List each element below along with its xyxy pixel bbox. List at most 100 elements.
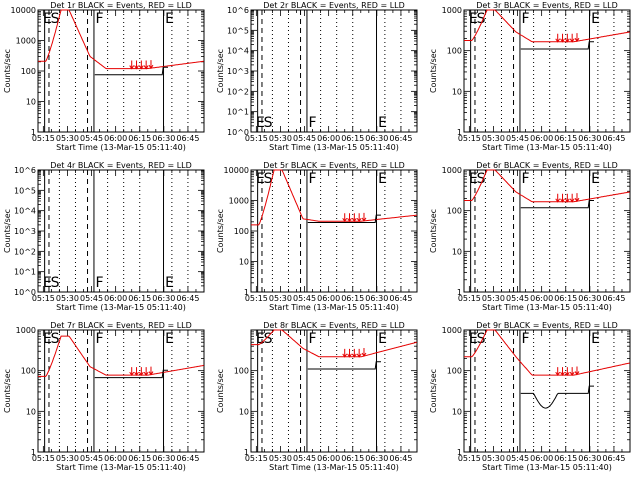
y-tick-label: 1000: [442, 326, 462, 335]
marker-label-e: E: [469, 11, 478, 27]
x-tick-label: 06:15: [554, 294, 577, 303]
marker-label-e: E: [469, 171, 478, 187]
red-spike-marker: [129, 60, 135, 70]
y-tick-label: 1: [244, 448, 249, 457]
panel-det-4r: Det 4r BLACK = Events, RED = LLD Counts/s…: [3, 161, 205, 312]
red-spike-marker: [560, 33, 565, 43]
y-axis-label: Counts/sec: [216, 209, 225, 253]
y-tick-label: 10: [26, 407, 36, 416]
marker-label-e: E: [469, 331, 478, 347]
events-black-series: [520, 200, 594, 209]
marker-label-s: S: [264, 171, 273, 187]
plot-frame: [37, 9, 205, 133]
panel-det-3r: Det 3r BLACK = Events, RED = LLD Counts/s…: [429, 1, 631, 152]
y-tick-label: 100: [21, 367, 36, 376]
lld-red-series: [251, 329, 417, 358]
y-tick-label: 10000: [11, 6, 36, 15]
x-tick-label: 05:15: [458, 454, 481, 463]
red-spike-marker: [564, 33, 570, 43]
y-tick-label: 10^2: [227, 87, 249, 96]
x-tick-label: 06:30: [578, 294, 601, 303]
x-tick-label: 06:15: [341, 134, 364, 143]
x-tick-label: 06:15: [554, 454, 577, 463]
y-tick-label: 10^3: [227, 67, 249, 76]
x-tick-label: 06:00: [530, 134, 553, 143]
marker-label-s: S: [264, 331, 273, 347]
y-tick-label: 10000: [224, 166, 249, 175]
red-spike-marker: [134, 60, 139, 70]
marker-label-f: F: [96, 275, 104, 291]
x-tick-label: 05:45: [293, 454, 316, 463]
red-spike-marker: [347, 348, 352, 358]
x-axis-label: Start Time (13-Mar-15 05:11:40): [269, 463, 399, 472]
x-tick-label: 05:30: [482, 454, 505, 463]
marker-label-e: E: [378, 115, 387, 131]
x-axis-label: Start Time (13-Mar-15 05:11:40): [56, 303, 186, 312]
y-tick-label: 1: [31, 448, 36, 457]
x-tick-label: 06:30: [365, 134, 388, 143]
plot-frame: [463, 169, 631, 293]
red-spike-marker: [356, 213, 362, 223]
x-tick-label: 05:30: [269, 454, 292, 463]
y-axis-label: Counts/sec: [429, 209, 438, 253]
marker-label-s: S: [477, 331, 486, 347]
plot-frame: [37, 329, 205, 453]
red-spike-marker: [555, 367, 561, 377]
x-tick-label: 06:15: [128, 294, 151, 303]
x-axis-label: Start Time (13-Mar-15 05:11:40): [56, 143, 186, 152]
x-axis-label: Start Time (13-Mar-15 05:11:40): [482, 143, 612, 152]
red-spike-marker: [138, 367, 144, 377]
events-black-series: [520, 385, 594, 409]
y-tick-label: 1000: [16, 326, 36, 335]
x-tick-label: 05:30: [269, 134, 292, 143]
panel-det-7r: Det 7r BLACK = Events, RED = LLD Counts/s…: [3, 321, 205, 472]
x-tick-label: 05:45: [506, 294, 529, 303]
y-axis-label: Counts/sec: [216, 369, 225, 413]
marker-label-e: E: [591, 11, 600, 27]
marker-label-e: E: [165, 331, 174, 347]
red-spike-marker: [564, 193, 570, 203]
x-tick-label: 06:45: [176, 134, 199, 143]
marker-label-s: S: [477, 11, 486, 27]
panel-title: Det 2r BLACK = Events, RED = LLD: [263, 1, 405, 10]
marker-label-f: F: [309, 171, 317, 187]
x-tick-label: 06:00: [530, 294, 553, 303]
marker-label-e: E: [165, 11, 174, 27]
y-tick-label: 10^1: [14, 268, 36, 277]
red-spike-marker: [574, 193, 580, 203]
marker-label-e: E: [165, 275, 174, 291]
y-tick-label: 100: [234, 367, 249, 376]
marker-label-f: F: [522, 331, 530, 347]
x-tick-label: 06:45: [389, 294, 412, 303]
x-tick-label: 05:15: [245, 134, 268, 143]
y-tick-label: 10^4: [227, 47, 249, 56]
panel-title: Det 5r BLACK = Events, RED = LLD: [263, 161, 405, 170]
red-spike-marker: [148, 366, 154, 376]
red-spike-marker: [138, 60, 144, 70]
x-tick-label: 06:45: [176, 454, 199, 463]
panel-title: Det 8r BLACK = Events, RED = LLD: [263, 321, 405, 330]
y-tick-label: 10^5: [227, 26, 249, 35]
x-tick-label: 05:45: [293, 134, 316, 143]
y-tick-label: 10^0: [227, 128, 249, 137]
x-tick-label: 06:00: [317, 454, 340, 463]
marker-label-s: S: [51, 11, 60, 27]
x-tick-label: 06:30: [152, 134, 175, 143]
y-tick-label: 10^1: [227, 108, 249, 117]
events-black-series: [307, 214, 381, 223]
x-tick-label: 06:45: [602, 294, 625, 303]
marker-label-e: E: [43, 11, 52, 27]
red-spike-marker: [555, 193, 561, 203]
y-tick-label: 10^2: [14, 247, 36, 256]
panel-title: Det 7r BLACK = Events, RED = LLD: [50, 321, 192, 330]
events-black-series: [94, 369, 168, 379]
x-tick-label: 06:15: [341, 294, 364, 303]
plot-frame: [463, 9, 631, 133]
x-axis-label: Start Time (13-Mar-15 05:11:40): [269, 143, 399, 152]
y-tick-label: 10: [452, 247, 462, 256]
y-tick-label: 100: [21, 67, 36, 76]
y-tick-label: 1: [457, 288, 462, 297]
y-tick-label: 1000: [229, 197, 249, 206]
marker-label-e: E: [256, 115, 265, 131]
